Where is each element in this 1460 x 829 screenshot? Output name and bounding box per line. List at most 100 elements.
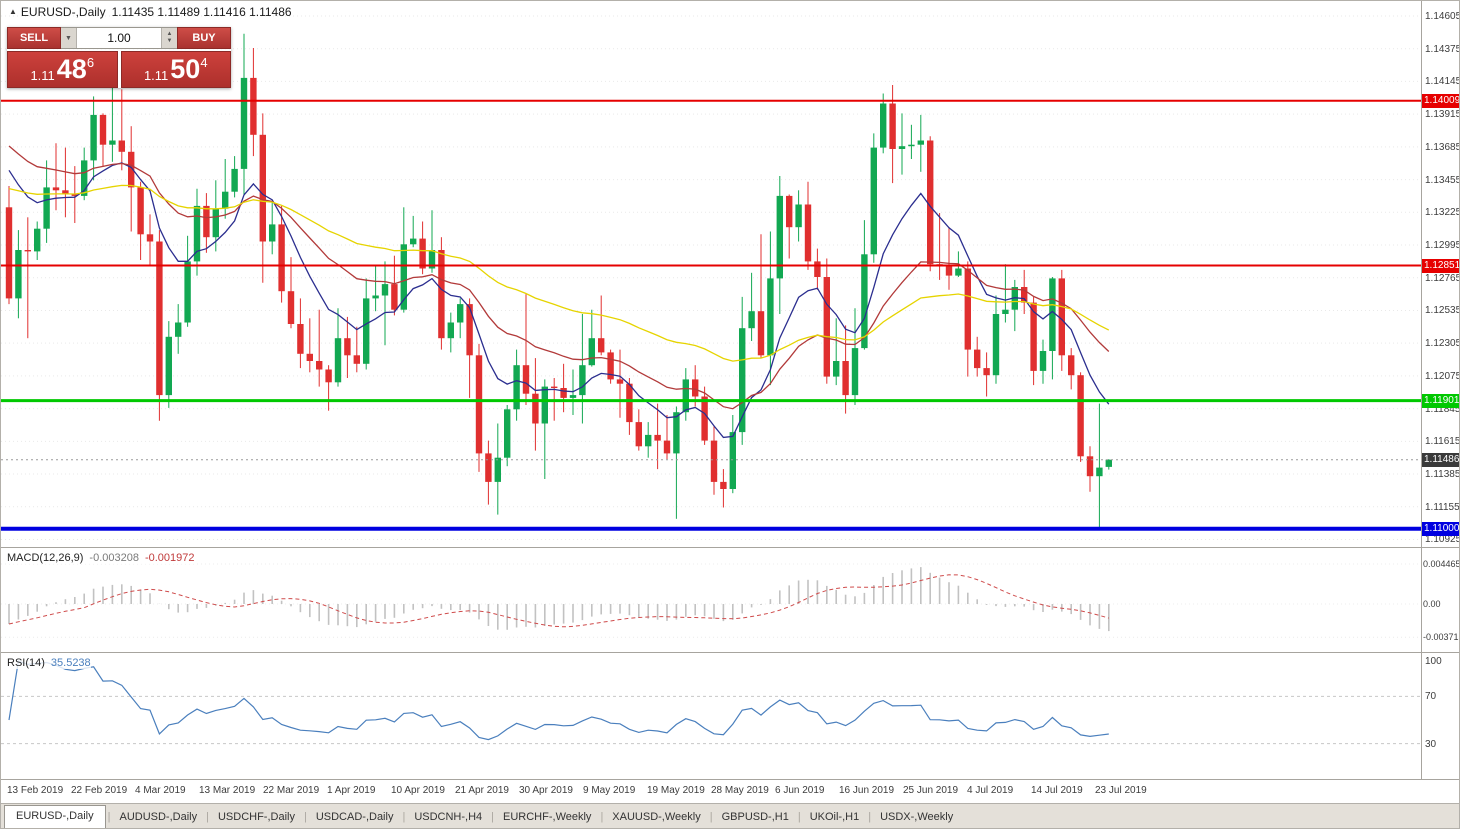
candles-layer <box>5 33 1112 528</box>
rsi-line <box>8 660 1109 741</box>
ma-line-fast <box>8 162 1110 439</box>
price-axis-tick: 1.12535 <box>1425 305 1460 317</box>
chart-tab[interactable]: UKOil-,H1 <box>809 810 860 823</box>
buy-price-display[interactable]: 1.11 50 4 <box>120 51 231 88</box>
spinner-up-icon[interactable]: ▲ <box>166 31 173 37</box>
price-axis: 1.14605 1.14375 1.14145 1.13915 1.13685 1.134… <box>1421 1 1460 547</box>
macd-indicator-panel: MACD(12,26,9) -0.003208 -0.001972 0.004465… <box>1 547 1460 652</box>
rsi-axis: 100 70 30 <box>1421 653 1459 779</box>
date-axis-label: 22 Feb 2019 <box>71 785 128 796</box>
one-click-trading-panel: SELL ▼ 1.00 ▲ ▼ BUY 1.11 48 6 1.11 50 4 <box>7 27 231 88</box>
symbol-title: EURUSD-,Daily <box>20 5 106 19</box>
chart-symbol-header: ▲ EURUSD-,Daily 1.11435 1.11489 1.11416 1.… <box>9 5 292 19</box>
macd-main-value: -0.003208 <box>89 552 139 564</box>
chart-tab[interactable]: EURUSD-,Daily <box>4 805 106 828</box>
date-axis-label: 21 Apr 2019 <box>455 785 509 796</box>
price-axis-tick: 1.11155 <box>1425 501 1460 513</box>
volume-decrease-icon[interactable]: ▼ <box>61 28 77 48</box>
sell-button[interactable]: SELL <box>7 27 61 49</box>
volume-spinner[interactable]: ▲ ▼ <box>161 28 177 48</box>
price-axis-tick: 1.11385 <box>1425 469 1460 481</box>
price-line-tag: 1.12851 <box>1422 258 1460 273</box>
price-line-tag: 1.14009 <box>1422 93 1460 108</box>
macd-axis-tick: 0.00 <box>1423 599 1441 609</box>
rsi-indicator-label: RSI(14) 35.5238 <box>7 657 91 669</box>
date-axis-label: 16 Jun 2019 <box>839 785 895 796</box>
rsi-axis-tick: 30 <box>1425 738 1437 750</box>
price-axis-tick: 1.11615 <box>1425 436 1460 448</box>
tab-separator: | <box>600 811 604 823</box>
date-axis-label: 13 Feb 2019 <box>7 785 64 796</box>
price-axis-tick: 1.12075 <box>1425 370 1460 382</box>
date-axis-label: 25 Jun 2019 <box>903 785 959 796</box>
macd-axis-tick: 0.004465 <box>1423 559 1460 569</box>
tab-separator: | <box>303 811 307 823</box>
date-axis-label: 10 Apr 2019 <box>391 785 445 796</box>
date-axis-label: 6 Jun 2019 <box>775 785 825 796</box>
price-axis-tick: 1.12995 <box>1425 240 1460 252</box>
price-axis-tick: 1.13915 <box>1425 109 1460 121</box>
price-line-tag: 1.11901 <box>1422 393 1459 408</box>
buy-price-point: 4 <box>200 55 208 70</box>
macd-histogram <box>8 567 1110 632</box>
chart-tab-bar: EURUSD-,Daily | AUDUSD-,Daily | USDCHF-,Dail… <box>1 803 1459 828</box>
macd-axis: 0.004465 0.00 -0.003715 <box>1421 548 1460 652</box>
chart-tab[interactable]: AUDUSD-,Daily <box>119 810 198 823</box>
date-axis-label: 19 May 2019 <box>647 785 705 796</box>
sell-price-prefix: 1.11 <box>30 68 55 83</box>
macd-signal-line <box>8 574 1109 628</box>
macd-canvas[interactable] <box>1 548 1421 652</box>
volume-box: ▼ 1.00 ▲ ▼ <box>61 27 177 49</box>
date-axis-label: 30 Apr 2019 <box>519 785 573 796</box>
tab-separator: | <box>709 811 713 823</box>
rsi-value: 35.5238 <box>50 657 91 669</box>
sell-price-point: 6 <box>86 55 95 70</box>
time-axis[interactable]: 13 Feb 2019 22 Feb 2019 4 Mar 2019 13 Mar 2… <box>1 779 1459 803</box>
chart-tab[interactable]: XAUUSD-,Weekly <box>612 810 701 823</box>
trade-controls-row: SELL ▼ 1.00 ▲ ▼ BUY <box>7 27 231 49</box>
price-axis-tick: 1.13685 <box>1425 141 1460 153</box>
date-axis-label: 23 Jul 2019 <box>1095 785 1147 796</box>
sell-price-pips: 48 <box>56 54 87 84</box>
chart-tab[interactable]: USDX-,Weekly <box>880 810 954 823</box>
chart-tab[interactable]: USDCNH-,H4 <box>414 810 483 823</box>
rsi-axis-tick: 70 <box>1425 691 1437 703</box>
chart-tab[interactable]: GBPUSD-,H1 <box>721 810 789 823</box>
date-axis-label: 14 Jul 2019 <box>1031 785 1083 796</box>
tab-separator: | <box>402 811 406 823</box>
price-chart-canvas[interactable] <box>1 1 1421 547</box>
scroll-marker-icon: ▲ <box>9 7 17 16</box>
macd-signal-value: -0.001972 <box>144 552 195 564</box>
symbol-ohlc-values: 1.11435 1.11489 1.11416 1.11486 <box>111 5 292 19</box>
rsi-name: RSI(14) <box>7 657 45 669</box>
current-price-tag: 1.11486 <box>1422 452 1459 467</box>
ma-line-medium <box>8 145 1110 410</box>
spinner-down-icon[interactable]: ▼ <box>166 38 173 44</box>
rsi-canvas[interactable] <box>1 653 1421 779</box>
tab-strip: EURUSD-,Daily | AUDUSD-,Daily | USDCHF-,Dail… <box>4 805 962 828</box>
date-axis-label: 4 Jul 2019 <box>967 785 1014 796</box>
tab-separator: | <box>491 811 495 823</box>
macd-name: MACD(12,26,9) <box>7 552 84 564</box>
main-chart-panel: 1.14605 1.14375 1.14145 1.13915 1.13685 1.134… <box>1 1 1460 547</box>
price-axis-tick: 1.14145 <box>1425 76 1460 88</box>
price-axis-tick: 1.13225 <box>1425 207 1460 219</box>
trade-prices-row: 1.11 48 6 1.11 50 4 <box>7 51 231 88</box>
price-axis-tick: 1.14375 <box>1425 43 1460 55</box>
rsi-axis-tick: 100 <box>1425 656 1442 667</box>
price-axis-tick: 1.14605 <box>1425 11 1460 22</box>
tab-separator: | <box>206 811 209 823</box>
buy-price-prefix: 1.11 <box>143 68 169 83</box>
buy-button[interactable]: BUY <box>177 27 231 49</box>
ma-line-slow <box>8 184 1110 362</box>
chart-tab[interactable]: USDCHF-,Daily <box>217 810 295 823</box>
chart-tab[interactable]: USDCAD-,Daily <box>315 810 394 823</box>
rsi-indicator-panel: RSI(14) 35.5238 100 70 30 <box>1 652 1459 779</box>
buy-price-pips: 50 <box>170 54 201 84</box>
chart-tab[interactable]: EURCHF-,Weekly <box>503 810 592 823</box>
date-axis-label: 9 May 2019 <box>583 785 636 796</box>
sell-price-display[interactable]: 1.11 48 6 <box>7 51 118 88</box>
price-axis-tick: 1.12765 <box>1425 272 1460 284</box>
volume-input[interactable]: 1.00 <box>107 31 131 45</box>
